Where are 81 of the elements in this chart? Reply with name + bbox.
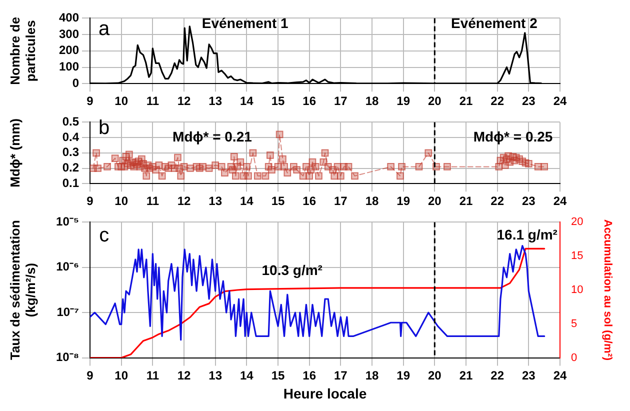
y2-axis-title: Accumulation au sol (g/m²) xyxy=(601,219,614,361)
y2-tick-label: 0 xyxy=(571,352,578,364)
y-tick-label: 400 xyxy=(58,10,80,25)
x-tick-label: 18 xyxy=(365,368,379,382)
x-tick-label: 20 xyxy=(428,368,442,382)
x-tick-label: 12 xyxy=(177,94,191,108)
x-tick-label: 19 xyxy=(396,94,410,108)
x-tick-label: 13 xyxy=(208,368,222,382)
x-tick-label: 9 xyxy=(86,368,94,382)
y2-tick-label: 15 xyxy=(571,250,584,262)
x-tick-label: 20 xyxy=(428,94,442,108)
y-tick-label: 10⁻⁶ xyxy=(56,260,79,274)
x-tick-label: 23 xyxy=(522,94,536,108)
x-tick-label: 24 xyxy=(553,368,567,382)
x-tick-label: 9 xyxy=(86,194,94,208)
x-tick-label: 18 xyxy=(365,194,379,208)
x-tick-label: 22 xyxy=(490,368,504,382)
y-tick-label: 0 xyxy=(72,76,80,90)
y-tick-label: 300 xyxy=(58,26,80,41)
x-tick-label: 15 xyxy=(271,94,285,108)
annotation: 16.1 g/m² xyxy=(496,226,558,243)
y-axis-title: Mdϕ* (mm) xyxy=(7,118,22,188)
x-tick-label: 23 xyxy=(522,194,536,208)
x-tick-label: 16 xyxy=(302,368,316,382)
x-tick-label: 23 xyxy=(522,368,536,382)
annotation: b xyxy=(98,116,110,139)
x-tick-label: 24 xyxy=(553,194,567,208)
x-tick-label: 17 xyxy=(334,368,348,382)
y2-tick-label: 10 xyxy=(571,284,584,296)
y2-tick-label: 5 xyxy=(571,318,578,330)
y-tick-label: 10⁻⁷ xyxy=(56,304,80,319)
x-tick-label: 11 xyxy=(146,94,160,108)
x-tick-label: 9 xyxy=(86,94,94,108)
y-tick-label: 100 xyxy=(58,60,80,74)
x-tick-label: 10 xyxy=(114,368,128,382)
x-tick-label: 21 xyxy=(459,94,473,108)
x-axis-title: Heure locale xyxy=(283,385,367,402)
annotation: Mdϕ* = 0.25 xyxy=(473,128,553,144)
x-tick-label: 13 xyxy=(208,94,222,108)
x-tick-label: 20 xyxy=(428,194,442,208)
x-tick-label: 14 xyxy=(240,368,254,382)
x-tick-label: 17 xyxy=(334,194,348,208)
annotation: 10.3 g/m² xyxy=(262,262,323,278)
annotation: Evénement 1 xyxy=(202,14,288,31)
x-tick-label: 19 xyxy=(396,194,410,208)
x-tick-label: 22 xyxy=(490,94,504,108)
y2-tick-label: 20 xyxy=(571,216,584,228)
x-tick-label: 19 xyxy=(396,368,410,382)
y-tick-label: 0.1 xyxy=(62,176,80,190)
x-tick-label: 21 xyxy=(459,368,473,382)
y-axis-title: Nombre de particules xyxy=(7,16,38,85)
y-tick-label: 0.2 xyxy=(62,160,80,175)
x-tick-label: 14 xyxy=(240,194,254,208)
y-axis-title: Taux de sédimentation (kg/m²/s) xyxy=(7,220,38,360)
x-tick-label: 15 xyxy=(271,368,285,382)
annotation: c xyxy=(99,224,110,246)
x-tick-label: 21 xyxy=(459,194,473,208)
x-tick-label: 24 xyxy=(553,94,567,108)
x-tick-label: 16 xyxy=(302,94,316,108)
x-tick-label: 18 xyxy=(365,94,379,108)
x-tick-label: 11 xyxy=(146,368,160,382)
y-tick-label: 0.3 xyxy=(62,145,80,160)
y-tick-label: 0.5 xyxy=(62,114,80,129)
x-tick-label: 11 xyxy=(146,194,160,208)
x-tick-label: 12 xyxy=(177,194,191,208)
x-tick-label: 22 xyxy=(490,194,504,208)
x-tick-label: 10 xyxy=(114,94,128,108)
x-tick-label: 13 xyxy=(208,194,222,208)
x-tick-label: 12 xyxy=(177,368,191,382)
x-tick-label: 17 xyxy=(334,94,348,108)
x-tick-label: 10 xyxy=(114,194,128,208)
y-tick-label: 0.4 xyxy=(62,130,80,144)
annotation: Evénement 2 xyxy=(451,14,538,31)
y-tick-label: 10⁻⁸ xyxy=(56,350,79,364)
x-tick-label: 15 xyxy=(271,194,285,208)
x-tick-label: 14 xyxy=(240,94,254,108)
annotation: Mdϕ* = 0.21 xyxy=(172,128,252,144)
y-tick-label: 10⁻⁵ xyxy=(56,214,79,229)
annotation: a xyxy=(98,18,111,40)
x-tick-label: 16 xyxy=(302,194,316,208)
y-tick-label: 200 xyxy=(58,43,80,58)
